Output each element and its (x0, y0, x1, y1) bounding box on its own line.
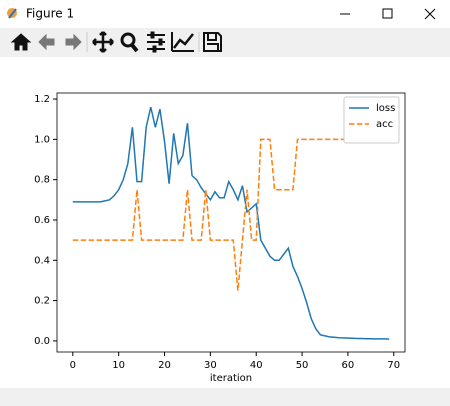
x-tick-label: 20 (158, 360, 171, 371)
legend-label: loss (376, 103, 395, 114)
x-tick-label: 60 (342, 360, 355, 371)
configure-button[interactable] (147, 31, 165, 53)
title-bar (0, 0, 450, 28)
plot: 0.0 0.2 0.4 0.6 0.8 1.0 1.2 0 10 20 30 40 50 60 70 iter… (34, 92, 406, 384)
app-icon (7, 8, 17, 19)
x-tick-label: 50 (296, 360, 309, 371)
edit-axes-button[interactable] (171, 32, 194, 52)
y-tick-label: 1.0 (34, 134, 50, 145)
back-button[interactable] (38, 33, 55, 51)
axes-frame (56, 92, 406, 353)
save-button[interactable] (203, 32, 222, 52)
forward-button[interactable] (65, 33, 82, 51)
zoom-button[interactable] (120, 32, 139, 53)
y-tick-label: 0.0 (34, 336, 50, 347)
y-tick-label: 0.4 (34, 255, 50, 266)
home-button[interactable] (10, 33, 32, 51)
pan-button[interactable] (92, 31, 114, 53)
status-bar (0, 388, 450, 406)
data-line (72, 138, 390, 291)
y-tick-label: 0.2 (34, 296, 50, 307)
x-tick-label: 10 (112, 360, 125, 371)
x-axis-label: iteration (210, 373, 252, 384)
x-tick-label: 70 (387, 360, 400, 371)
x-tick-label: 30 (204, 360, 217, 371)
data-line (72, 106, 390, 340)
y-tick-label: 1.2 (34, 94, 50, 105)
y-tick-label: 0.8 (34, 175, 50, 186)
window-title: Figure 1 (26, 7, 74, 21)
maximize-button[interactable] (382, 8, 393, 19)
close-button[interactable] (424, 8, 436, 20)
legend: loss acc (343, 96, 400, 144)
y-tick-label: 0.6 (34, 215, 50, 226)
x-tick-label: 0 (70, 360, 76, 371)
x-tick-label: 40 (250, 360, 263, 371)
legend-label: acc (376, 119, 393, 130)
